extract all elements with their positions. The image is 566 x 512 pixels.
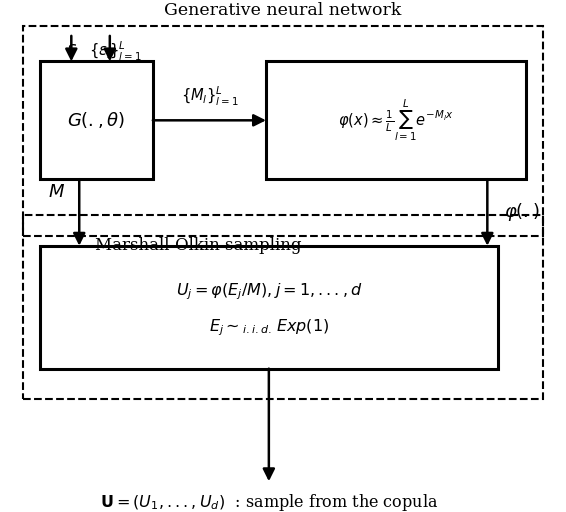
Text: $G(.,\theta)$: $G(.,\theta)$ bbox=[67, 110, 125, 131]
Text: $M$: $M$ bbox=[48, 183, 65, 201]
Text: $E_j \sim_{i.i.d.} \, Exp(1)$: $E_j \sim_{i.i.d.} \, Exp(1)$ bbox=[209, 317, 329, 338]
Text: Marshall-Olkin sampling: Marshall-Olkin sampling bbox=[95, 237, 301, 254]
Text: $\{M_l\}_{l=1}^{L}$: $\{M_l\}_{l=1}^{L}$ bbox=[181, 84, 238, 108]
Text: $U_j = \varphi(E_j/M), j=1,...,d$: $U_j = \varphi(E_j/M), j=1,...,d$ bbox=[175, 282, 362, 302]
Bar bbox=[23, 215, 543, 399]
Text: $\varphi(.)$: $\varphi(.)$ bbox=[504, 202, 540, 223]
Text: $\varphi(x) \approx \frac{1}{L}\sum_{l=1}^{L} e^{-M_l x}$: $\varphi(x) \approx \frac{1}{L}\sum_{l=1… bbox=[338, 98, 454, 143]
Text: Generative neural network: Generative neural network bbox=[164, 3, 402, 19]
Text: $\mathbf{U} = (U_1,...,U_d)$  : sample from the copula: $\mathbf{U} = (U_1,...,U_d)$ : sample fr… bbox=[100, 492, 438, 512]
Bar bbox=[40, 61, 153, 179]
Bar bbox=[23, 26, 543, 236]
Bar bbox=[266, 61, 526, 179]
Bar bbox=[40, 246, 498, 369]
Text: $\{\epsilon_l\}_{l=1}^{L}$: $\{\epsilon_l\}_{l=1}^{L}$ bbox=[89, 39, 142, 63]
Text: $\epsilon$: $\epsilon$ bbox=[66, 39, 77, 58]
